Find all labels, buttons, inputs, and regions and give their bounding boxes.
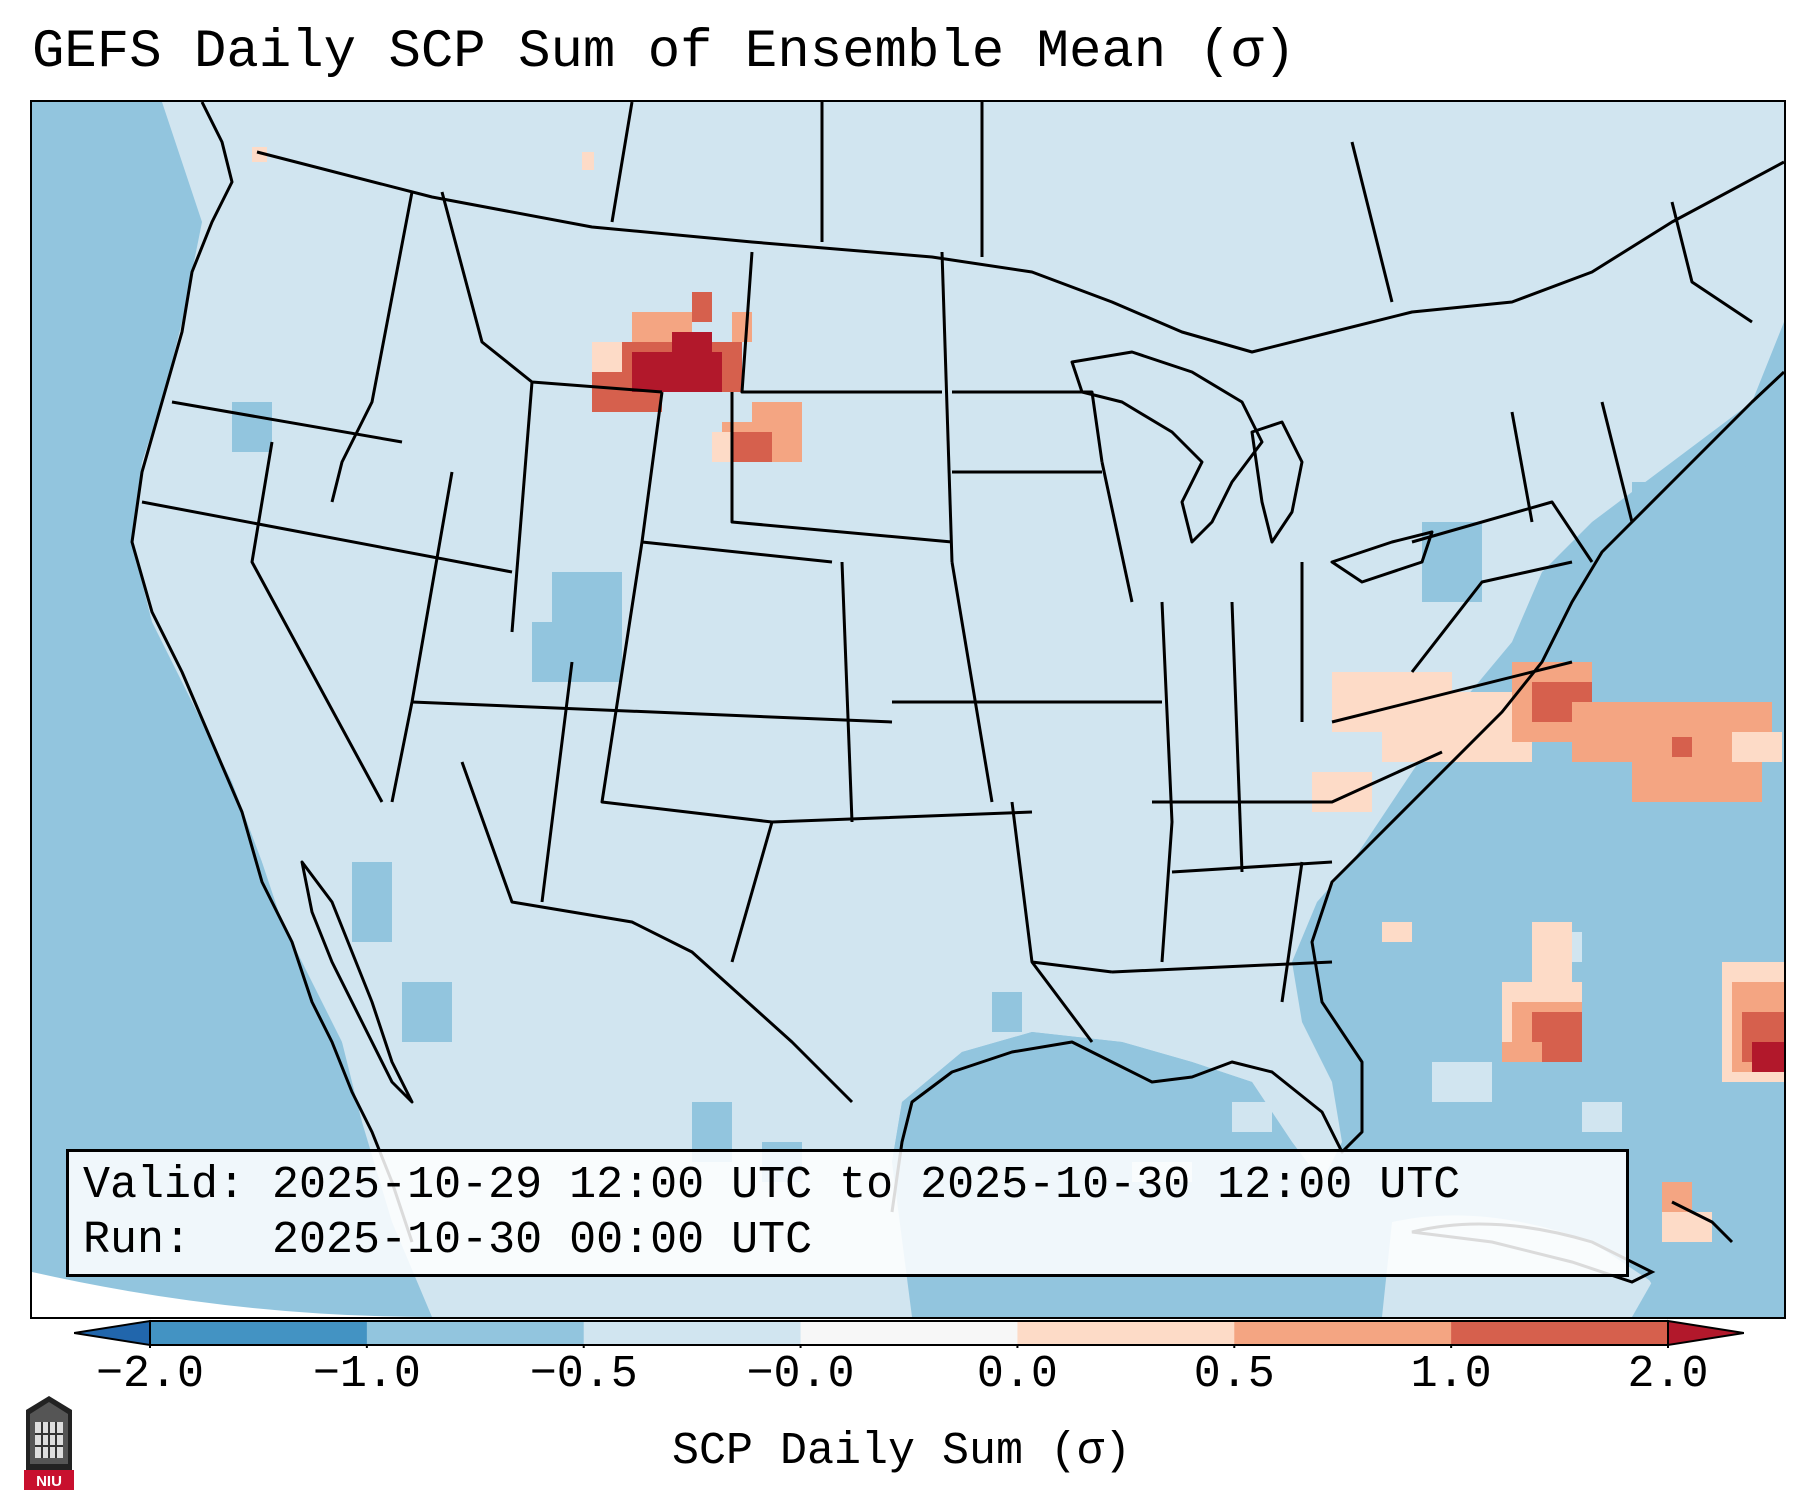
map-canvas	[32, 102, 1784, 1317]
colorbar-bin	[1451, 1321, 1669, 1345]
colorbar-bin	[800, 1321, 1018, 1345]
niu-logo: NIU	[24, 1396, 74, 1490]
colorbar-tick-label: 1.0	[1410, 1349, 1492, 1400]
colorbar-bin	[366, 1321, 585, 1345]
colorbar-tick-label: −2.0	[95, 1349, 205, 1400]
validity-info-box: Valid: 2025-10-29 12:00 UTC to 2025-10-3…	[66, 1149, 1629, 1277]
colorbar-tick-label: −0.0	[746, 1349, 855, 1400]
colorbar-bin	[1234, 1321, 1452, 1345]
colorbar-under-extend	[74, 1319, 151, 1347]
colorbar-bin	[1017, 1321, 1235, 1345]
positive-anomaly-patches	[252, 147, 1784, 1242]
colorbar-tick-label: 0.5	[1193, 1349, 1275, 1400]
colorbar-bin	[150, 1321, 368, 1345]
run-row: Run: 2025-10-30 00:00 UTC	[83, 1213, 1612, 1268]
map-title: GEFS Daily SCP Sum of Ensemble Mean (σ)	[32, 22, 1296, 83]
projection-edge	[32, 1272, 432, 1317]
niu-logo-text: NIU	[36, 1473, 62, 1490]
colorbar-tick-label: −1.0	[312, 1349, 421, 1400]
valid-label: Valid:	[83, 1160, 246, 1211]
valid-value: 2025-10-29 12:00 UTC to 2025-10-30 12:00…	[272, 1160, 1461, 1211]
colorbar-label: SCP Daily Sum (σ)	[671, 1426, 1132, 1477]
valid-row: Valid: 2025-10-29 12:00 UTC to 2025-10-3…	[83, 1158, 1612, 1213]
colorbar-tick-label: 2.0	[1627, 1349, 1709, 1400]
land-north-america	[132, 102, 1784, 1317]
coastlines-borders	[130, 102, 1784, 1243]
colorbar-tick-label: −0.5	[529, 1349, 638, 1400]
colorbar-over-extend	[1667, 1319, 1744, 1347]
run-value: 2025-10-30 00:00 UTC	[272, 1215, 813, 1266]
colorbar-tick-label: 0.0	[976, 1349, 1058, 1400]
colorbar-bin	[583, 1321, 802, 1345]
map-panel[interactable]	[30, 100, 1786, 1319]
colorbar	[74, 1319, 1744, 1348]
run-label: Run:	[83, 1215, 192, 1266]
